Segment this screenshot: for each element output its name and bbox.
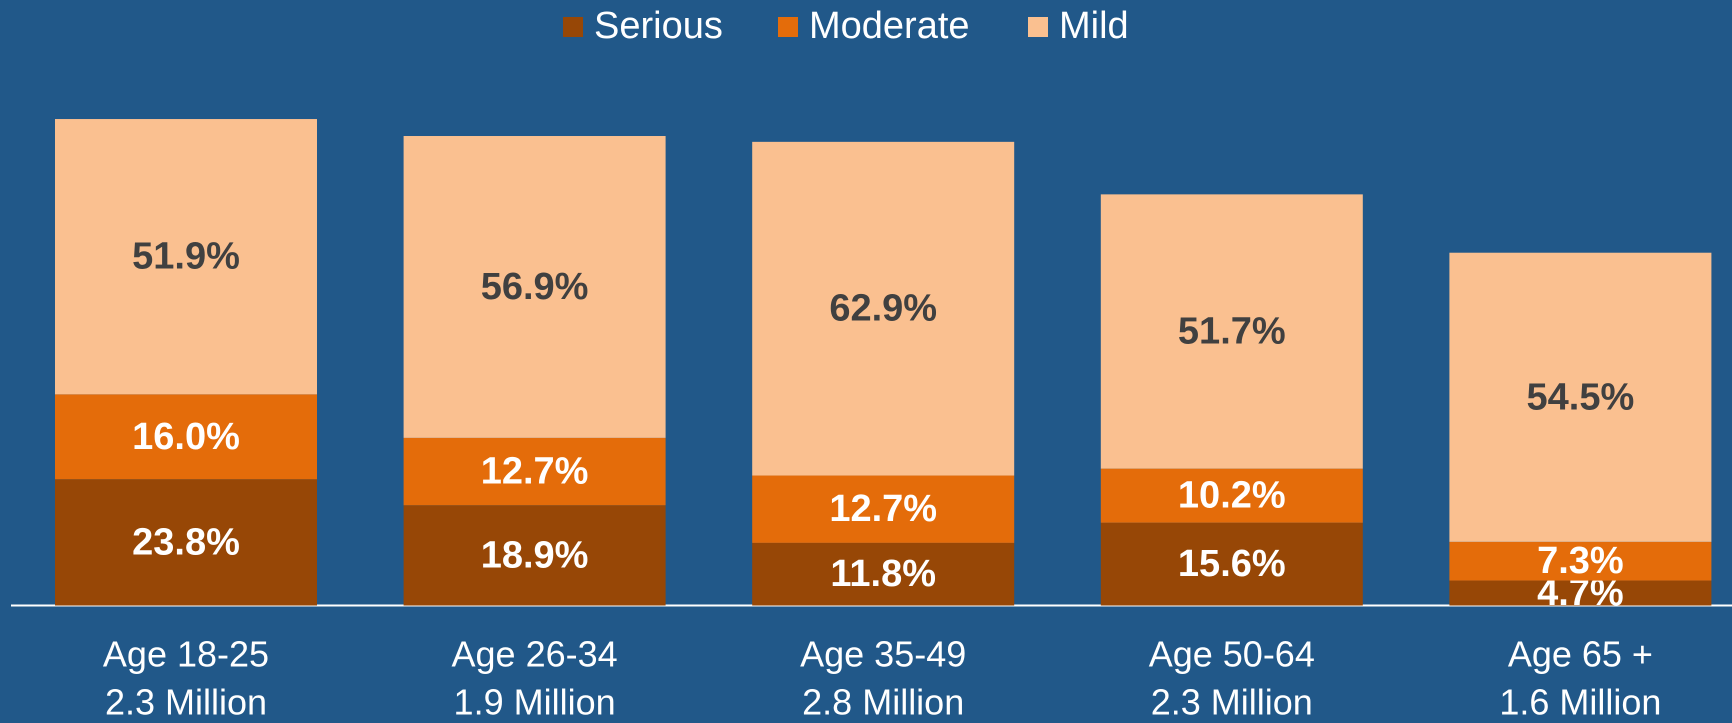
legend-label: Moderate <box>809 5 970 47</box>
x-tick-sublabel: 2.3 Million <box>1151 682 1313 723</box>
data-label: 15.6% <box>1178 543 1286 585</box>
x-tick-sublabel: 1.6 Million <box>1499 682 1661 723</box>
bar-segment <box>403 505 666 606</box>
x-tick-label: Age 18-25 <box>103 634 269 675</box>
data-label: 7.3% <box>1537 540 1624 582</box>
x-tick-label: Age 65 + <box>1508 634 1653 675</box>
x-tick-sublabel: 1.9 Million <box>454 682 616 723</box>
data-label: 54.5% <box>1527 376 1635 418</box>
x-tick-label: Age 50-64 <box>1149 634 1315 675</box>
bar-segment <box>55 479 317 606</box>
bar-segment <box>403 136 666 438</box>
data-label: 12.7% <box>481 451 589 493</box>
x-tick-sublabel: 2.3 Million <box>105 682 267 723</box>
data-label: 56.9% <box>481 266 589 308</box>
bar-segment <box>1100 522 1363 606</box>
data-label: 51.9% <box>132 236 240 278</box>
bar-segment <box>55 394 317 480</box>
bar-segment <box>55 119 317 395</box>
legend-swatch <box>563 17 583 37</box>
data-label: 18.9% <box>481 534 589 576</box>
bar-segment <box>752 542 1015 606</box>
bar-segment <box>752 141 1015 476</box>
data-label: 51.7% <box>1178 311 1286 353</box>
bar-segment <box>752 475 1015 543</box>
x-tick-label: Age 26-34 <box>452 634 618 675</box>
bar-segment <box>403 437 666 506</box>
bar-segment <box>1449 252 1712 542</box>
data-label: 23.8% <box>132 521 240 563</box>
legend-label: Mild <box>1059 5 1129 47</box>
data-label: 62.9% <box>829 288 937 330</box>
data-label: 10.2% <box>1178 475 1286 517</box>
x-tick-label: Age 35-49 <box>800 634 966 675</box>
bar-segment <box>1100 468 1363 523</box>
data-label: 11.8% <box>830 553 936 595</box>
bar-segment <box>1100 194 1363 469</box>
bar-segment <box>1449 580 1712 606</box>
x-tick-sublabel: 2.8 Million <box>802 682 964 723</box>
bar-segment <box>1449 541 1712 581</box>
legend-swatch <box>778 17 798 37</box>
legend-swatch <box>1028 17 1048 37</box>
legend-label: Serious <box>594 5 723 47</box>
data-label: 16.0% <box>132 416 240 458</box>
data-label: 12.7% <box>829 488 937 530</box>
